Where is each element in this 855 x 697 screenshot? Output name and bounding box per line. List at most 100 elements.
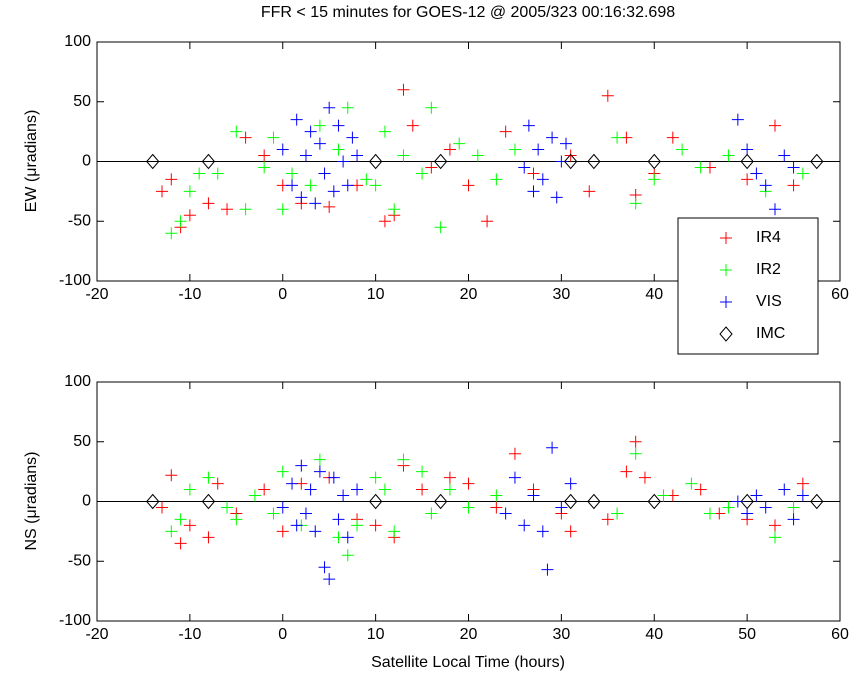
plus-marker [276, 203, 289, 216]
x-tick-label: -10 [178, 286, 201, 303]
plus-marker [416, 167, 429, 180]
plus-marker [796, 167, 809, 180]
plus-marker [341, 101, 354, 114]
plus-marker [425, 507, 438, 520]
plus-marker [378, 125, 391, 138]
plus-marker [787, 501, 800, 514]
plus-marker [471, 149, 484, 162]
plus-marker [327, 471, 340, 484]
plus-marker [555, 155, 568, 168]
plus-marker [508, 143, 521, 156]
plus-marker [156, 185, 169, 198]
x-tick-label: 20 [460, 286, 478, 303]
plus-marker [685, 477, 698, 490]
legend-label: VIS [756, 293, 782, 310]
plus-marker [337, 489, 350, 502]
y-tick-label: 100 [64, 33, 91, 50]
plus-marker [299, 507, 312, 520]
plus-marker [720, 264, 732, 276]
plus-marker [546, 131, 559, 144]
plus-marker [239, 203, 252, 216]
diamond-marker [587, 493, 601, 510]
plus-marker [490, 173, 503, 186]
plus-marker [750, 167, 763, 180]
plus-marker [174, 215, 187, 228]
y-tick-label: -100 [59, 272, 91, 289]
plus-marker [239, 131, 252, 144]
plus-marker [327, 185, 340, 198]
plus-marker [388, 525, 401, 538]
plus-marker [258, 483, 271, 496]
plus-marker [741, 173, 754, 186]
plus-marker [425, 161, 438, 174]
y-tick-label: 0 [82, 153, 91, 170]
plus-marker [211, 167, 224, 180]
x-tick-label: 50 [738, 626, 756, 643]
plus-marker [183, 209, 196, 222]
plus-marker [522, 119, 535, 132]
diamond-marker [647, 493, 661, 510]
plus-marker [174, 513, 187, 526]
plus-marker [508, 471, 521, 484]
plus-marker [629, 447, 642, 460]
plus-marker [276, 525, 289, 538]
y-tick-label: -50 [68, 552, 91, 569]
diamond-marker [368, 153, 383, 170]
plus-marker [267, 131, 280, 144]
plus-marker [462, 179, 475, 192]
plus-marker [778, 483, 791, 496]
plus-marker [532, 143, 545, 156]
x-axis-label: Satellite Local Time (hours) [371, 654, 565, 671]
plus-marker [564, 149, 577, 162]
plus-marker [309, 197, 322, 210]
plus-marker [787, 179, 800, 192]
plus-marker [183, 483, 196, 496]
plus-marker [536, 525, 549, 538]
plus-marker [564, 525, 577, 538]
diamond-marker [201, 153, 216, 170]
plus-marker [318, 561, 331, 574]
plus-marker [346, 131, 359, 144]
plus-marker [397, 453, 410, 466]
legend-box [677, 217, 819, 355]
plus-marker [527, 185, 540, 198]
y-axis-label: NS (μradians) [23, 451, 40, 550]
y-tick-label: -100 [59, 612, 91, 629]
y-tick-label: 0 [82, 493, 91, 510]
plus-marker [286, 167, 299, 180]
plus-marker [156, 501, 169, 514]
x-tick-label: 0 [278, 286, 287, 303]
plus-marker [787, 513, 800, 526]
diamond-marker [146, 493, 160, 510]
legend-label: IR2 [756, 261, 781, 278]
plus-marker [768, 119, 781, 132]
plus-marker [462, 501, 475, 514]
diamond-marker [647, 153, 661, 170]
legend-label: IMC [756, 325, 785, 342]
plus-marker [378, 215, 391, 228]
plus-marker [323, 200, 336, 213]
plus-marker [434, 221, 447, 234]
plus-marker [499, 125, 512, 138]
plus-marker [290, 113, 303, 126]
plus-marker [276, 465, 289, 478]
plus-marker [341, 531, 354, 544]
plus-marker [406, 119, 419, 132]
diamond-marker [201, 493, 216, 510]
chart-title: FFR < 15 minutes for GOES-12 @ 2005/323 … [261, 4, 675, 21]
plus-marker [694, 483, 707, 496]
plus-marker [518, 519, 531, 532]
plus-marker [720, 296, 732, 308]
plus-marker [787, 161, 800, 174]
plus-marker [332, 143, 345, 156]
plus-marker [332, 119, 345, 132]
plus-marker [165, 525, 178, 538]
plus-marker [443, 143, 456, 156]
plus-marker [611, 507, 624, 520]
x-tick-label: -10 [178, 626, 201, 643]
diamond-marker [433, 153, 448, 170]
plus-marker [720, 232, 732, 244]
plus-marker [425, 101, 438, 114]
plus-marker [221, 203, 234, 216]
plus-marker [499, 507, 512, 520]
